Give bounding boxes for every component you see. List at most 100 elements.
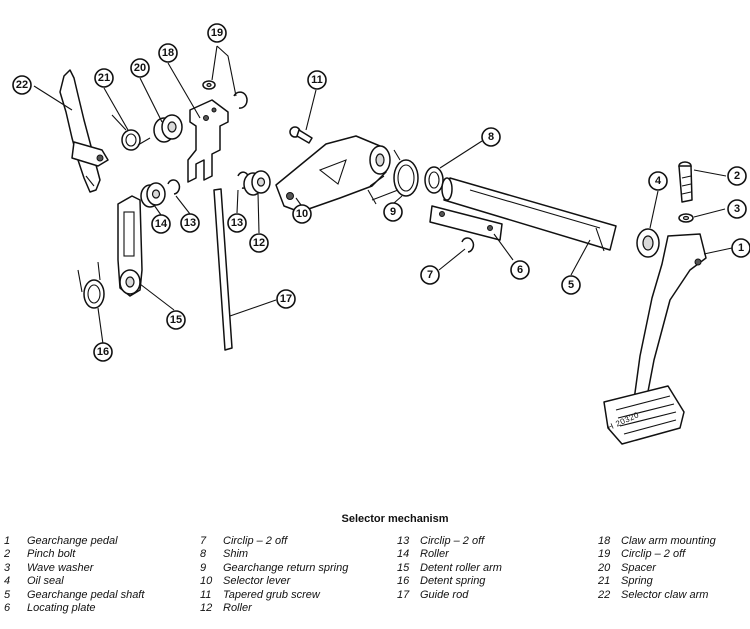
part-pedal-shaft <box>441 177 617 252</box>
svg-text:15: 15 <box>170 314 182 326</box>
svg-text:11: 11 <box>311 74 323 86</box>
legend-item-number: 16 <box>397 575 410 588</box>
legend-item-label: Gearchange pedal shaft <box>27 588 145 601</box>
legend-item-number: 7 <box>200 535 207 547</box>
legend-item-label: Circlip – 2 off <box>621 548 686 561</box>
svg-text:5: 5 <box>568 279 574 291</box>
legend-item: 9 Gearchange return spring <box>200 562 348 575</box>
legend-item-label: Spacer <box>621 561 656 574</box>
leader-lines <box>33 45 733 345</box>
callout-5: 5 <box>561 275 581 295</box>
svg-text:19: 19 <box>211 27 223 39</box>
legend-item: 17 Guide rod <box>397 589 502 602</box>
svg-text:22: 22 <box>16 79 28 91</box>
part-selector-claw-arm <box>59 69 109 193</box>
legend-item-label: Spring <box>621 575 653 588</box>
legend-item: 11 Tapered grub screw <box>200 589 348 602</box>
legend-item-label: Circlip – 2 off <box>420 535 485 547</box>
legend-item-label: Locating plate <box>27 601 96 614</box>
legend-item-label: Shim <box>223 548 249 561</box>
part-guide-rod <box>213 188 233 351</box>
legend-item: 16 Detent spring <box>397 575 502 588</box>
legend-item-label: Gearchange return spring <box>223 561 349 574</box>
callout-9: 9 <box>383 202 403 222</box>
legend-item-number: 22 <box>598 588 611 601</box>
part-return-spring <box>371 149 419 201</box>
callout-12: 12 <box>249 233 269 253</box>
legend-item: 7 Circlip – 2 off <box>200 535 348 548</box>
legend-item-number: 5 <box>4 588 11 601</box>
legend-item-label: Roller <box>223 601 252 614</box>
callout-2: 2 <box>727 166 747 186</box>
svg-text:7: 7 <box>427 269 433 281</box>
callout-10: 10 <box>292 204 312 224</box>
svg-text:18: 18 <box>162 47 174 59</box>
svg-text:13: 13 <box>231 217 243 229</box>
legend-item: 15 Detent roller arm <box>397 562 502 575</box>
legend-item-number: 4 <box>4 575 11 588</box>
part-detent-roller-arm <box>117 195 143 297</box>
legend-item-number: 17 <box>397 588 410 601</box>
svg-text:2: 2 <box>734 170 740 182</box>
legend-item: 4 Oil seal <box>4 575 144 588</box>
callout-19: 19 <box>207 23 227 43</box>
legend-item-number: 20 <box>598 561 611 574</box>
legend-item-number: 1 <box>4 535 11 547</box>
part-spring <box>111 114 151 151</box>
legend-item-label: Roller <box>420 548 449 561</box>
part-shim <box>424 166 444 194</box>
callout-15: 15 <box>166 310 186 330</box>
legend-item-number: 11 <box>200 588 212 601</box>
legend-item-number: 15 <box>397 561 410 574</box>
legend-item-number: 9 <box>200 561 207 574</box>
legend-item-number: 10 <box>200 575 213 588</box>
part-wave-washer <box>678 213 694 223</box>
callout-16: 16 <box>93 342 113 362</box>
svg-text:16: 16 <box>97 346 109 358</box>
legend-item: 22 Selector claw arm <box>598 589 716 602</box>
part-circlip-7 <box>461 237 475 253</box>
part-oil-seal <box>636 228 660 258</box>
svg-text:12: 12 <box>253 237 265 249</box>
svg-text:8: 8 <box>488 131 494 143</box>
svg-text:10: 10 <box>296 208 308 220</box>
part-claw-arm-mounting <box>187 99 229 183</box>
callout-22: 22 <box>12 75 32 95</box>
legend-item: 19 Circlip – 2 off <box>598 548 716 561</box>
legend-column: 13 Circlip – 2 off 14 Roller 15 Detent roller… <box>397 535 502 602</box>
legend-item-label: Gearchange pedal <box>27 535 118 547</box>
legend-item-label: Circlip – 2 off <box>223 535 288 547</box>
legend-item-number: 3 <box>4 561 11 574</box>
legend-item: 21 Spring <box>598 575 716 588</box>
legend-item-label: Wave washer <box>27 561 94 574</box>
svg-text:13: 13 <box>184 217 196 229</box>
legend-item: 20 Spacer <box>598 562 716 575</box>
legend-item-label: Guide rod <box>420 588 469 601</box>
legend-item: 10 Selector lever <box>200 575 348 588</box>
legend-item-label: Selector lever <box>223 575 291 588</box>
part-gearchange-pedal <box>603 233 707 445</box>
callout-1: 1 <box>731 238 750 258</box>
svg-text:20: 20 <box>134 62 146 74</box>
part-pinch-bolt <box>678 161 693 203</box>
svg-text:4: 4 <box>655 175 662 187</box>
part-circlips-19 <box>202 80 248 109</box>
legend-item: 12 Roller <box>200 602 348 615</box>
callout-3: 3 <box>727 199 747 219</box>
part-selector-lever <box>275 135 391 213</box>
legend-item: 2 Pinch bolt <box>4 548 144 561</box>
callout-21: 21 <box>94 68 114 88</box>
legend-item-number: 8 <box>200 548 207 561</box>
callout-20: 20 <box>130 58 150 78</box>
legend-item: 3 Wave washer <box>4 562 144 575</box>
part-roller-12 <box>237 170 271 196</box>
svg-text:14: 14 <box>155 218 168 230</box>
legend-item-label: Oil seal <box>27 575 64 588</box>
figure-caption: Selector mechanism <box>341 513 449 525</box>
callout-6: 6 <box>510 260 530 280</box>
legend-item: 13 Circlip – 2 off <box>397 535 502 548</box>
exploded-parts-diagram: 1 2 3 4 5 6 7 8 9 10 11 12 13 13 14 15 1… <box>12 23 750 445</box>
legend-item-number: 21 <box>598 575 611 588</box>
svg-text:6: 6 <box>517 264 523 276</box>
legend-item-number: 18 <box>598 535 611 547</box>
